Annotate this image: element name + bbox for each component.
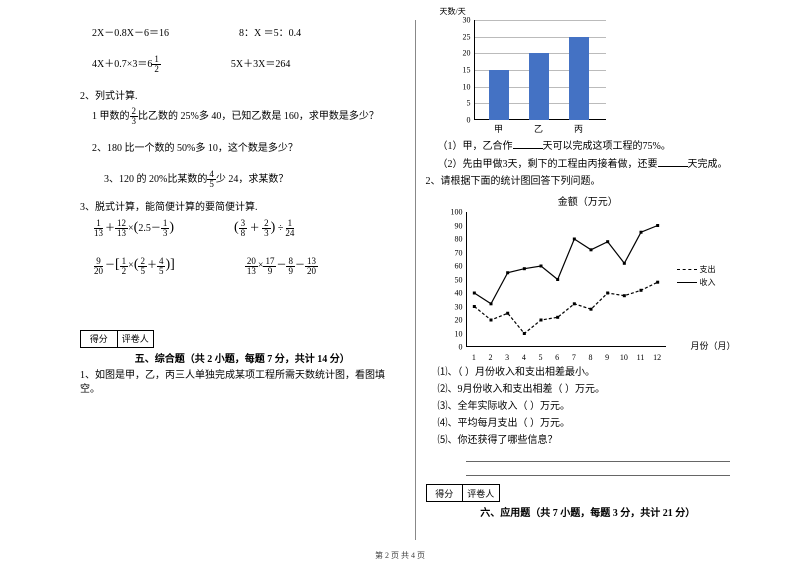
q3-2a: 920－[12×(25＋45)] bbox=[92, 256, 175, 275]
sub-q2: ⑵、9月份收入和支出相差（ ）万元。 bbox=[438, 383, 751, 397]
q2-title-right: 2、请根据下面的统计图回答下列问题。 bbox=[426, 175, 751, 189]
line-chart-title: 金额（万元） bbox=[426, 193, 751, 208]
q2-title: 2、列式计算. bbox=[80, 90, 405, 104]
sub-q1: ⑴、（ ）月份收入和支出相差最小。 bbox=[438, 366, 751, 380]
answer-line-1 bbox=[466, 452, 731, 462]
q3-row-1: 113＋1213×(2.5－13) (38 ＋ 23) ÷124 bbox=[92, 219, 405, 238]
q3-1b: (38 ＋ 23) ÷124 bbox=[234, 219, 296, 238]
legend-in: 收入 bbox=[677, 277, 716, 288]
q2-2: 2、180 比一个数的 50%多 10，这个数是多少？ bbox=[92, 142, 405, 156]
blank-2 bbox=[658, 157, 688, 167]
score-label-r: 得分 bbox=[427, 485, 464, 501]
q2-1: 1 甲数的23比乙数的 25%多 40，已知乙数是 160，求甲数是多少？ bbox=[92, 107, 405, 126]
equation-row-2: 4X＋0.7×3＝612 5X＋3X＝264 bbox=[92, 55, 405, 74]
q1-2: （2）先由甲做3天，剩下的工程由丙接着做，还要天完成。 bbox=[438, 157, 751, 172]
column-divider bbox=[415, 20, 416, 540]
bar-chart: 天数/天 051015202530甲乙丙 bbox=[456, 20, 606, 135]
page-footer: 第 2 页 共 4 页 bbox=[0, 550, 800, 561]
eq-2b: 5X＋3X＝264 bbox=[231, 55, 290, 74]
q3-row-2: 920－[12×(25＋45)] 2013×179－89－1320 bbox=[92, 256, 405, 275]
eq-1a: 2X－0.8X－6＝16 bbox=[92, 24, 169, 39]
right-column: 天数/天 051015202530甲乙丙 （1）甲，乙合作天可以完成这项工程的7… bbox=[426, 20, 751, 540]
legend-out: 支出 bbox=[677, 264, 716, 275]
q1-1: （1）甲，乙合作天可以完成这项工程的75%。 bbox=[438, 139, 751, 154]
section-5-title: 五、综合题（共 2 小题，每题 7 分，共计 14 分） bbox=[80, 350, 405, 365]
sub-q3: ⑶、全年实际收入（ ）万元。 bbox=[438, 400, 751, 414]
equation-row-1: 2X－0.8X－6＝16 8：X ＝5：0.4 bbox=[92, 24, 405, 39]
q5-1: 1、如图是甲，乙，丙三人单独完成某项工程所需天数统计图，看图填空。 bbox=[80, 369, 405, 397]
blank-1 bbox=[513, 139, 543, 149]
sub-q5: ⑸、你还获得了哪些信息？ bbox=[438, 434, 751, 448]
legend: 支出 收入 bbox=[677, 262, 716, 290]
grader-label: 评卷人 bbox=[118, 331, 154, 347]
line-chart: 0102030405060708090100123456789101112 支出… bbox=[446, 212, 706, 362]
x-axis-title: 月份（月） bbox=[690, 339, 735, 352]
eq-1b: 8：X ＝5：0.4 bbox=[239, 24, 301, 39]
q3-2b: 2013×179－89－1320 bbox=[245, 256, 318, 275]
score-box-right: 得分 评卷人 bbox=[426, 484, 500, 502]
section-6-title: 六、应用题（共 7 小题，每题 3 分，共计 21 分） bbox=[426, 504, 751, 519]
score-label: 得分 bbox=[81, 331, 118, 347]
score-box-left: 得分 评卷人 bbox=[80, 330, 154, 348]
sub-q4: ⑷、平均每月支出（ ）万元。 bbox=[438, 417, 751, 431]
left-column: 2X－0.8X－6＝16 8：X ＝5：0.4 4X＋0.7×3＝612 5X＋… bbox=[80, 20, 405, 540]
q3-1a: 113＋1213×(2.5－13) bbox=[92, 219, 174, 238]
q3-title: 3、脱式计算，能简便计算的要简便计算. bbox=[80, 201, 405, 215]
answer-line-2 bbox=[466, 466, 731, 476]
grader-label-r: 评卷人 bbox=[463, 485, 499, 501]
eq-2a: 4X＋0.7×3＝612 bbox=[92, 55, 161, 74]
q2-3: 3、120 的 20%比某数的45少 24，求某数？ bbox=[104, 170, 405, 189]
